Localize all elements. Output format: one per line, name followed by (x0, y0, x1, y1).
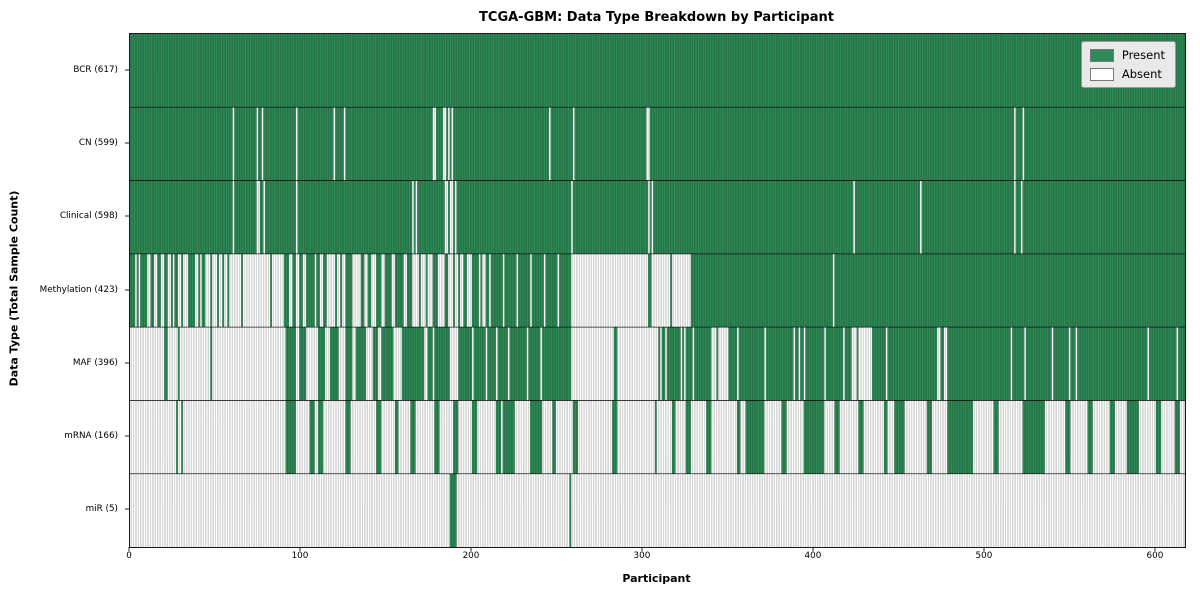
ytick-label-maf: MAF (396) (72, 357, 118, 368)
absent-swatch (1089, 67, 1114, 81)
xtick-label-300: 300 (633, 551, 651, 561)
legend-entry-absent: Absent (1089, 67, 1165, 81)
ytick-label-mir: miR (5) (85, 504, 118, 515)
xtick-mark (983, 547, 985, 551)
xtick-mark (128, 547, 130, 551)
heatmap (130, 34, 1185, 547)
xtick-mark (812, 547, 814, 551)
x-axis-label: Participant (622, 572, 691, 585)
xtick-mark (1154, 547, 1156, 551)
xtick-mark (470, 547, 472, 551)
ytick-label-mrna: mRNA (166) (64, 431, 118, 442)
ytick-mark (125, 289, 129, 290)
chart-title: TCGA-GBM: Data Type Breakdown by Partici… (479, 10, 834, 25)
legend-label-absent: Absent (1121, 67, 1162, 81)
xtick-mark (299, 547, 301, 551)
ytick-label-methylation: Methylation (423) (39, 284, 118, 295)
xtick-mark (641, 547, 643, 551)
xtick-label-0: 0 (126, 551, 132, 561)
ytick-mark (125, 508, 129, 510)
ytick-label-bcr: BCR (617) (73, 64, 118, 75)
xtick-label-200: 200 (462, 551, 480, 561)
present-swatch (1089, 48, 1114, 62)
ytick-mark (125, 69, 129, 71)
xtick-label-400: 400 (804, 551, 822, 561)
legend: Present Absent (1080, 41, 1176, 88)
ytick-label-clinical: Clinical (598) (59, 211, 118, 222)
xtick-label-500: 500 (975, 551, 993, 561)
ytick-label-cn: CN (599) (78, 137, 118, 148)
plot-area: Present Absent (129, 33, 1186, 548)
ytick-mark (125, 142, 129, 144)
xtick-label-600: 600 (1146, 551, 1164, 561)
ytick-mark (125, 362, 129, 364)
ytick-mark (125, 215, 129, 217)
ytick-mark (125, 435, 129, 437)
xtick-label-100: 100 (291, 551, 309, 561)
legend-label-present: Present (1121, 48, 1165, 62)
legend-entry-present: Present (1089, 48, 1165, 62)
